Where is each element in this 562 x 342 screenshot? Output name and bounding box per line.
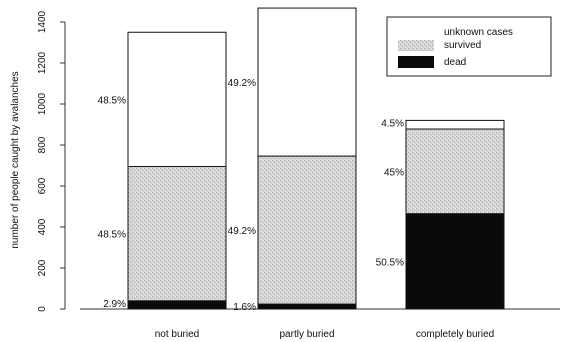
percent-label-dead-partly-buried: 1.6% <box>233 302 256 313</box>
percent-label-survived-partly-buried: 49.2% <box>228 226 256 237</box>
y-tick-label: 400 <box>37 218 48 235</box>
percent-label-unknown-cases-completely-buried: 4.5% <box>381 118 404 129</box>
category-label-not-buried: not buried <box>155 329 199 340</box>
y-axis-title: number of people caught by avalanches <box>10 71 21 248</box>
bar-survived-not-buried <box>127 166 227 302</box>
legend-label-survived: survived <box>444 40 481 51</box>
y-tick-label: 0 <box>37 306 48 312</box>
bar-dead-completely-buried <box>405 213 505 310</box>
category-label-completely-buried: completely buried <box>416 329 494 340</box>
legend-label-unknown-cases: unknown cases <box>444 27 513 38</box>
legend-swatch-survived <box>398 40 434 51</box>
bar-unknown-cases-not-buried <box>127 31 227 168</box>
legend-swatch-dead <box>398 56 434 68</box>
y-tick-label: 200 <box>37 259 48 276</box>
y-tick-label: 600 <box>37 177 48 194</box>
percent-label-survived-not-buried: 48.5% <box>98 230 126 241</box>
legend: unknown cases survived dead <box>386 16 552 77</box>
category-labels: not buried partly buried completely buried <box>155 329 494 340</box>
bar-unknown-cases-partly-buried <box>257 7 357 157</box>
y-tick-label: 1200 <box>37 51 48 74</box>
bar-dead-partly-buried <box>257 303 357 310</box>
percent-label-unknown-cases-not-buried: 48.5% <box>98 95 126 106</box>
y-tick-label: 1000 <box>37 92 48 115</box>
percent-label-dead-completely-buried: 50.5% <box>376 257 404 268</box>
y-tick-label: 1400 <box>37 10 48 33</box>
bar-survived-partly-buried <box>257 155 357 305</box>
bars <box>127 7 505 310</box>
bar-dead-not-buried <box>127 300 227 310</box>
percent-label-dead-not-buried: 2.9% <box>103 299 126 310</box>
percent-label-survived-completely-buried: 45% <box>384 167 404 178</box>
y-axis-ticks: 0 200 400 600 800 1000 1200 1400 <box>37 10 65 312</box>
bar-unknown-cases-completely-buried <box>405 119 505 130</box>
category-label-partly-buried: partly buried <box>279 329 334 340</box>
percent-label-unknown-cases-partly-buried: 49.2% <box>228 78 256 89</box>
legend-swatch-unknown-cases <box>398 27 434 36</box>
bar-survived-completely-buried <box>405 128 505 215</box>
y-tick-label: 800 <box>37 136 48 153</box>
legend-label-dead: dead <box>444 57 466 68</box>
percentage-labels: 2.9% 48.5% 48.5% 1.6% 49.2% 49.2% 50.5% 45% 4.5% <box>98 78 404 313</box>
